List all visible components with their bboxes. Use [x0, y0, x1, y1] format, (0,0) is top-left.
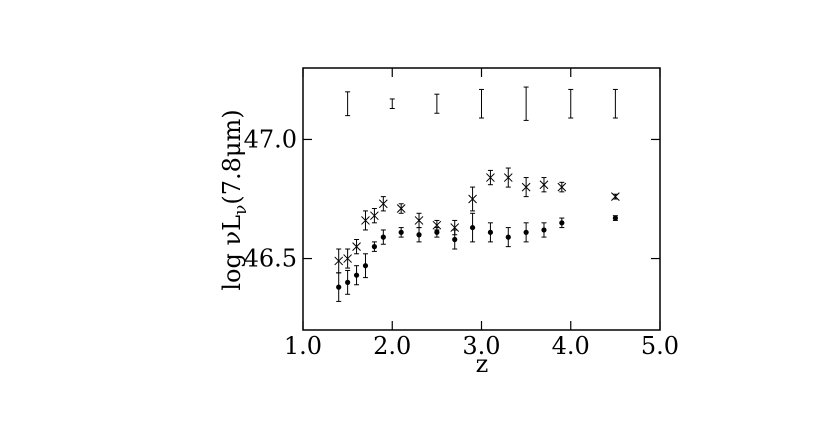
cross-stroke — [370, 211, 379, 221]
x-axis-label: z — [476, 350, 489, 378]
point — [541, 227, 547, 233]
cross-stroke — [378, 199, 388, 209]
cross-stroke — [450, 223, 460, 232]
point — [452, 236, 458, 243]
point — [398, 229, 404, 235]
point — [521, 182, 531, 192]
error-bar — [389, 98, 395, 109]
y-axis-label: log νLν(7.8μm) — [218, 109, 251, 290]
error-bar — [523, 86, 529, 121]
cross-stroke — [334, 256, 344, 266]
error-bar — [345, 91, 351, 117]
point — [486, 173, 495, 182]
point — [353, 272, 360, 278]
point — [336, 284, 342, 290]
point — [559, 220, 565, 226]
point — [434, 229, 440, 235]
point — [612, 215, 618, 221]
x-tick-label: 5.0 — [641, 332, 679, 360]
point — [414, 216, 424, 225]
x-tick-label: 2.0 — [373, 332, 411, 360]
cross-stroke — [352, 242, 361, 251]
cross-stroke — [539, 180, 549, 190]
x-tick-label: 1.0 — [284, 332, 322, 360]
point — [539, 180, 549, 190]
cross-stroke — [468, 194, 477, 204]
point — [361, 216, 370, 225]
cross-stroke — [414, 216, 424, 225]
point — [503, 173, 513, 182]
error-bar — [434, 93, 440, 114]
error-bar — [479, 88, 484, 119]
point — [505, 234, 511, 240]
point — [557, 182, 567, 192]
error-bar — [612, 88, 618, 119]
point — [487, 229, 494, 235]
error-bar — [568, 88, 574, 119]
cross-stroke — [396, 204, 406, 213]
point — [334, 256, 344, 266]
cross-stroke — [557, 182, 567, 192]
x-tick-label: 3.0 — [462, 332, 500, 360]
point — [378, 199, 388, 209]
point — [396, 204, 406, 213]
point — [380, 234, 386, 240]
y-tick-label: 46.5 — [244, 245, 297, 273]
point — [352, 242, 361, 251]
cross-stroke — [486, 173, 495, 182]
x-tick-label: 4.0 — [552, 332, 590, 360]
cross-stroke — [361, 216, 370, 225]
point — [345, 279, 351, 285]
cross-stroke — [521, 182, 531, 192]
y-label-sub: ν — [231, 205, 251, 215]
cross-stroke — [432, 220, 442, 230]
point — [611, 192, 620, 201]
cross-stroke — [343, 254, 352, 263]
point — [468, 194, 477, 204]
point — [416, 232, 422, 238]
point — [469, 224, 476, 231]
point — [450, 223, 460, 232]
y-label-main: log νL — [218, 215, 246, 291]
y-label-rest: (7.8μm) — [218, 109, 246, 204]
point — [343, 254, 352, 263]
cross-stroke — [611, 192, 620, 201]
point — [370, 211, 379, 221]
point — [523, 229, 529, 235]
point — [362, 263, 369, 269]
point — [371, 244, 377, 250]
point — [432, 220, 442, 230]
y-tick-label: 47.0 — [244, 125, 297, 153]
cross-stroke — [503, 173, 513, 182]
